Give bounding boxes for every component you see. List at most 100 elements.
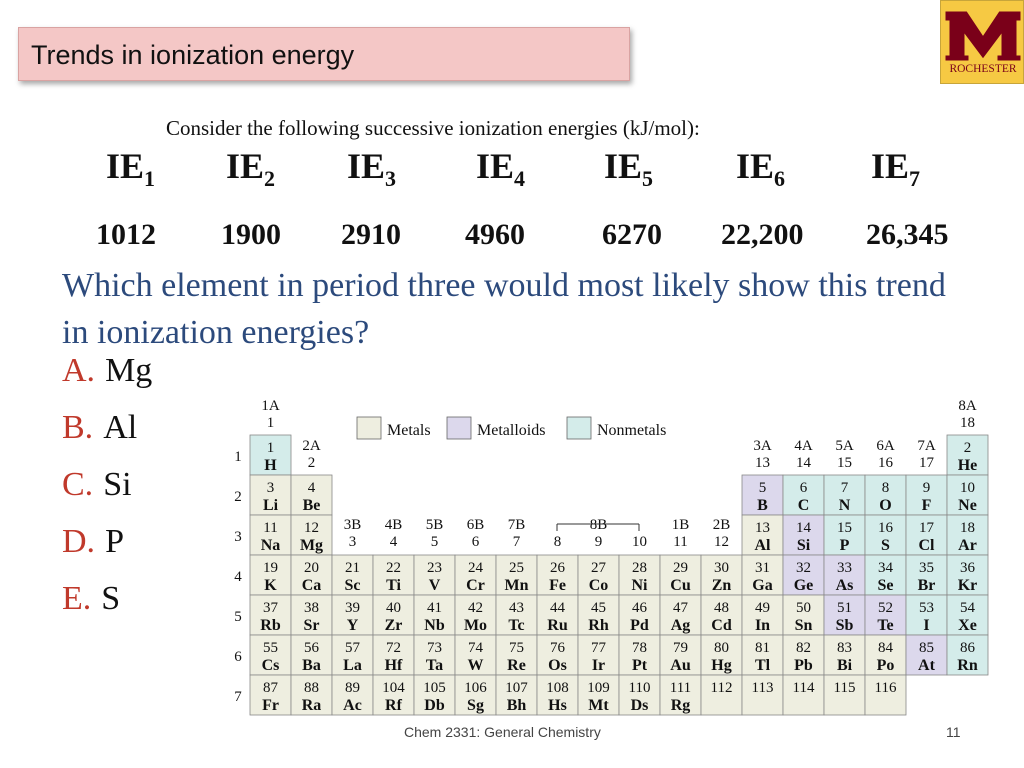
element-cell	[864, 474, 907, 516]
logo-text: ROCHESTER	[949, 63, 1017, 75]
period-label: 3	[234, 529, 242, 545]
ie-label: IE6	[736, 146, 786, 192]
element-number: 17	[919, 520, 935, 536]
element-number: 73	[427, 640, 442, 656]
element-number: 44	[550, 600, 566, 616]
period-label: 4	[234, 569, 242, 585]
element-number: 19	[263, 560, 278, 576]
element-number: 106	[464, 680, 487, 696]
element-number: 6	[800, 480, 808, 496]
period-label: 7	[234, 689, 242, 705]
element-number: 78	[632, 640, 647, 656]
element-number: 20	[304, 560, 319, 576]
element-cell	[249, 674, 292, 716]
group-label-top: 4B	[385, 517, 403, 533]
question-text: Which element in period three would most…	[62, 267, 946, 351]
element-cell	[249, 434, 292, 476]
element-cell	[782, 594, 825, 636]
element-number: 30	[714, 560, 729, 576]
element-symbol: La	[343, 657, 362, 674]
element-symbol: Sr	[304, 617, 320, 634]
element-number: 2	[964, 440, 972, 456]
answer-option-a[interactable]: A. Mg	[62, 352, 153, 389]
element-number: 28	[632, 560, 647, 576]
element-cell	[372, 674, 415, 716]
element-symbol: Tl	[755, 657, 771, 674]
element-number: 11	[263, 520, 277, 536]
element-cell	[454, 674, 497, 716]
element-number: 79	[673, 640, 688, 656]
element-cell	[823, 594, 866, 636]
element-cell	[864, 674, 907, 716]
element-number: 75	[509, 640, 524, 656]
ie-value: 1012	[96, 218, 156, 251]
element-symbol: H	[264, 457, 277, 474]
element-number: 33	[837, 560, 852, 576]
group-label-top: 1B	[672, 517, 690, 533]
element-symbol: Ca	[302, 577, 322, 594]
element-symbol: V	[429, 577, 441, 594]
element-number: 3	[267, 480, 275, 496]
element-number: 80	[714, 640, 729, 656]
element-symbol: Ir	[592, 657, 605, 674]
element-number: 83	[837, 640, 852, 656]
group-label-number: 2	[308, 455, 316, 471]
element-cell	[577, 674, 620, 716]
element-cell	[249, 474, 292, 516]
legend-swatch	[446, 416, 472, 440]
element-number: 86	[960, 640, 976, 656]
ie-label: IE5	[604, 146, 654, 192]
element-symbol: Ds	[631, 697, 649, 714]
element-number: 43	[509, 600, 524, 616]
element-symbol: Y	[347, 617, 359, 634]
group-label-number: 1	[267, 415, 275, 431]
element-number: 82	[796, 640, 811, 656]
university-logo: ROCHESTER	[940, 0, 1024, 84]
element-symbol: I	[923, 617, 929, 634]
element-number: 47	[673, 600, 689, 616]
element-number: 39	[345, 600, 360, 616]
element-number: 5	[759, 480, 767, 496]
element-symbol: Mt	[588, 697, 609, 714]
element-symbol: Ge	[794, 577, 814, 594]
element-cell	[782, 634, 825, 676]
element-number: 89	[345, 680, 360, 696]
group-label-top: 3A	[753, 438, 772, 454]
element-symbol: Cs	[262, 657, 280, 674]
ie-value: 22,200	[721, 218, 804, 251]
element-symbol: Mo	[464, 617, 487, 634]
group-label-top: 6A	[876, 438, 895, 454]
legend-swatch	[566, 416, 592, 440]
element-symbol: Ra	[302, 697, 322, 714]
element-cell	[413, 634, 456, 676]
element-symbol: Rf	[385, 697, 403, 714]
element-symbol: Rb	[260, 617, 281, 634]
answer-option-d[interactable]: D. P	[62, 523, 124, 560]
element-symbol: Nb	[424, 617, 445, 634]
element-symbol: Ga	[752, 577, 772, 594]
element-symbol: Sg	[467, 697, 484, 714]
group-label-number: 7	[513, 534, 521, 550]
element-symbol: Fr	[262, 697, 279, 714]
element-cell	[618, 634, 661, 676]
ie-value: 6270	[602, 218, 662, 251]
answer-option-c[interactable]: C. Si	[62, 466, 132, 503]
periodic-table: Metals Metalloids Nonmetals1A12A23B34B45B5…	[234, 398, 989, 716]
element-cell	[782, 674, 825, 716]
answer-option-b[interactable]: B. Al	[62, 409, 138, 446]
group-label-number: 15	[837, 455, 852, 471]
element-symbol: Al	[755, 537, 772, 554]
group-label-number: 17	[919, 455, 935, 471]
element-symbol: Ti	[386, 577, 401, 594]
answer-option-e[interactable]: E. S	[62, 580, 121, 617]
element-cell	[700, 594, 743, 636]
element-symbol: Tc	[508, 617, 524, 634]
element-cell	[372, 634, 415, 676]
element-cell	[536, 554, 579, 596]
legend-label: Metalloids	[477, 422, 545, 439]
element-number: 114	[793, 680, 815, 696]
element-cell	[823, 674, 866, 716]
element-number: 25	[509, 560, 524, 576]
element-cell	[946, 434, 989, 476]
element-symbol: Ba	[302, 657, 321, 674]
